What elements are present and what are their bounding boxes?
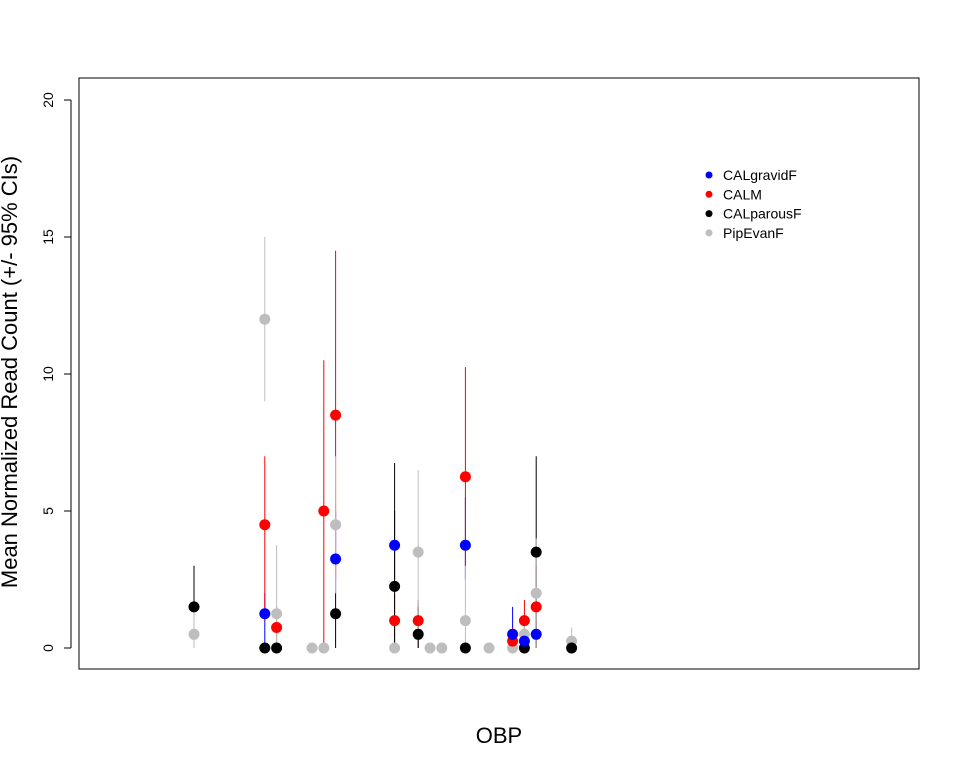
data-point — [436, 642, 448, 654]
data-point — [330, 409, 342, 421]
legend: CALgravidF CALM CALparousF PipEvanF — [705, 167, 802, 241]
legend-label: CALM — [723, 186, 762, 202]
data-point — [530, 628, 542, 640]
data-point — [271, 621, 283, 633]
y-tick-label: 10 — [40, 366, 56, 382]
data-point — [306, 642, 318, 654]
legend-label: CALparousF — [723, 206, 802, 222]
legend-marker — [705, 210, 713, 218]
data-point — [507, 628, 519, 640]
data-point — [318, 642, 330, 654]
data-point — [259, 642, 271, 654]
data-point — [330, 519, 342, 531]
y-tick-label: 0 — [40, 644, 56, 652]
error-bars — [193, 237, 573, 648]
data-point — [330, 608, 342, 620]
x-axis-title: OBP — [476, 723, 522, 748]
data-point — [566, 642, 578, 654]
data-point — [389, 642, 401, 654]
data-point — [530, 601, 542, 613]
plot-frame — [78, 77, 920, 670]
legend-marker — [705, 190, 713, 198]
data-point — [424, 642, 436, 654]
data-point — [412, 615, 424, 627]
legend-label: PipEvanF — [723, 225, 784, 241]
data-point — [259, 608, 271, 620]
data-point — [271, 608, 283, 620]
data-point — [330, 553, 342, 565]
data-point — [518, 635, 530, 647]
data-point — [188, 628, 200, 640]
data-point — [271, 642, 283, 654]
data-point — [483, 642, 495, 654]
data-points — [188, 313, 578, 654]
y-tick-label: 5 — [40, 507, 56, 515]
data-point — [389, 539, 401, 551]
data-point — [530, 587, 542, 599]
data-point — [389, 615, 401, 627]
y-axis: 0 5 10 15 20 — [40, 92, 72, 652]
data-point — [530, 546, 542, 558]
data-point — [188, 601, 200, 613]
data-point — [412, 628, 424, 640]
data-point — [459, 615, 471, 627]
data-point — [459, 539, 471, 551]
y-axis-title: Mean Normalized Read Count (+/- 95% CIs) — [0, 156, 22, 588]
data-point — [389, 580, 401, 592]
legend-marker — [705, 171, 713, 179]
data-point — [259, 313, 271, 325]
legend-label: CALgravidF — [723, 167, 797, 183]
data-point — [518, 615, 530, 627]
data-point — [318, 505, 330, 517]
data-point — [459, 642, 471, 654]
y-tick-label: 15 — [40, 229, 56, 245]
y-tick-label: 20 — [40, 92, 56, 108]
legend-marker — [705, 229, 713, 237]
data-point — [459, 471, 471, 483]
data-point — [412, 546, 424, 558]
data-point — [259, 519, 271, 531]
